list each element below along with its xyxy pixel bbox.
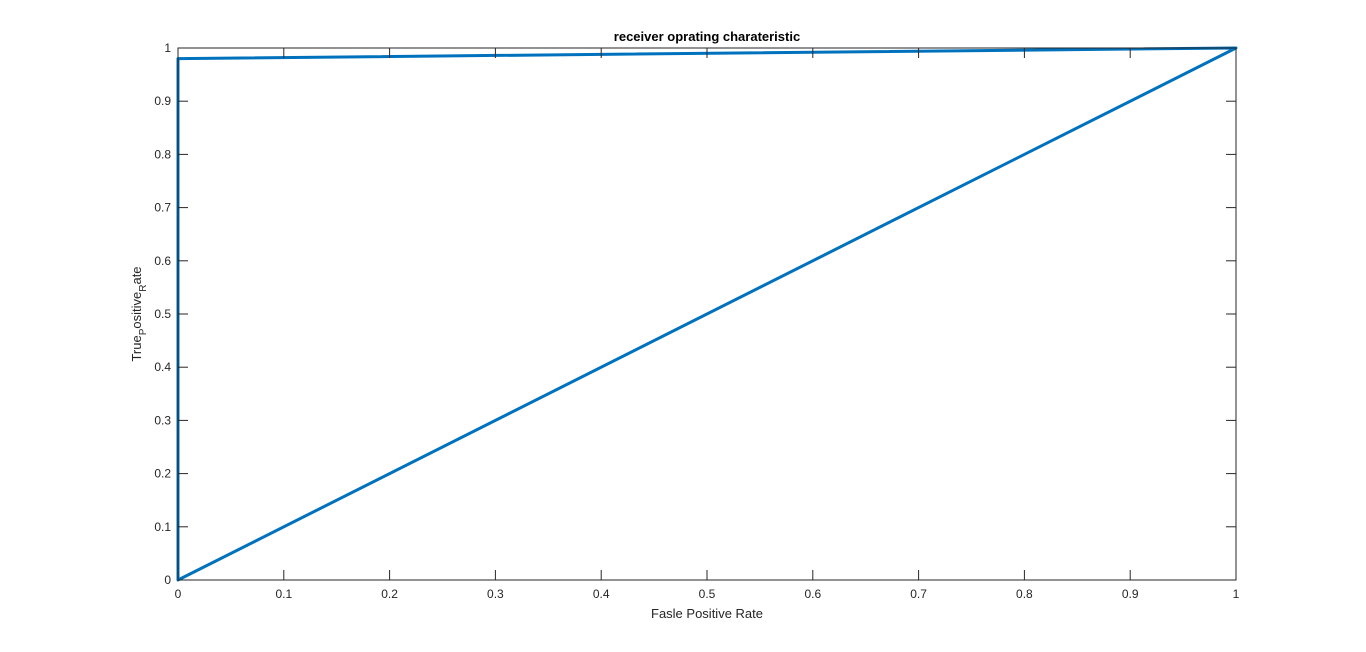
y-tick-label: 0.5: [154, 307, 171, 321]
x-tick-label: 0.2: [381, 587, 398, 601]
y-tick-label: 0.9: [154, 94, 171, 108]
y-tick-label: 0: [164, 573, 171, 587]
x-tick-label: 0.3: [487, 587, 504, 601]
y-axis-label-subscript: R: [138, 285, 149, 292]
y-axis-label-part: ositive: [129, 292, 144, 329]
x-tick-label: 1: [1233, 587, 1240, 601]
y-axis-ticks: 0 0.1 0.2 0.3 0.4 0.5 0.6 0.7 0.8 0.9 1: [154, 41, 1236, 587]
x-tick-label: 0.1: [275, 587, 292, 601]
y-axis-label: TruePositiveRate: [129, 266, 149, 361]
x-tick-label: 0.9: [1122, 587, 1139, 601]
y-tick-label: 0.7: [154, 201, 171, 215]
y-tick-label: 0.2: [154, 467, 171, 481]
y-axis-label-part: ate: [129, 266, 144, 284]
y-tick-label: 1: [164, 41, 171, 55]
x-axis-label: Fasle Positive Rate: [651, 606, 763, 621]
chart-title: receiver oprating charateristic: [614, 29, 800, 44]
y-tick-label: 0.6: [154, 254, 171, 268]
x-tick-label: 0.6: [804, 587, 821, 601]
x-tick-label: 0.8: [1016, 587, 1033, 601]
x-tick-label: 0: [175, 587, 182, 601]
x-tick-label: 0.5: [699, 587, 716, 601]
y-tick-label: 0.1: [154, 520, 171, 534]
y-axis-label-part: True: [129, 335, 144, 361]
x-tick-label: 0.4: [593, 587, 610, 601]
x-tick-label: 0.7: [910, 587, 927, 601]
x-axis-ticks: 0 0.1 0.2 0.3 0.4 0.5 0.6 0.7 0.8 0.9 1: [175, 48, 1240, 601]
y-tick-label: 0.4: [154, 360, 171, 374]
y-axis-label-subscript: P: [138, 328, 149, 335]
y-tick-label: 0.3: [154, 413, 171, 427]
y-tick-label: 0.8: [154, 147, 171, 161]
